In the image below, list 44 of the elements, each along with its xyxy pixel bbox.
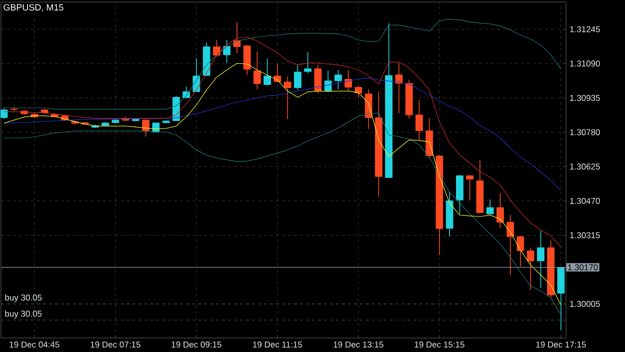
x-tick-label: 19 Dec 07:15 — [90, 342, 140, 348]
chart-title: GBPUSD, M15 — [4, 4, 64, 12]
candlestick — [243, 44, 251, 76]
y-tick-label: 1.30315 — [570, 232, 600, 238]
y-tick-label: 1.30470 — [570, 198, 600, 204]
x-tick-label: 19 Dec 15:15 — [414, 342, 464, 348]
candlestick — [466, 174, 474, 200]
candlestick — [253, 51, 261, 90]
y-tick-label: 1.30005 — [570, 300, 600, 307]
candlestick — [304, 52, 312, 74]
candlestick — [506, 214, 514, 276]
x-tick-label: 19 Dec 04:45 — [10, 342, 60, 348]
candlestick — [354, 86, 362, 98]
x-tick-label: 19 Dec 13:15 — [334, 342, 384, 348]
candlestick — [526, 247, 534, 290]
candlestick — [284, 76, 292, 120]
candlestick — [274, 64, 282, 83]
candlestick — [344, 70, 352, 91]
candlestick — [486, 198, 494, 216]
candlestick — [516, 235, 524, 268]
y-tick-label: 1.31245 — [570, 26, 600, 32]
candlestick — [496, 192, 504, 228]
candlestick — [537, 230, 544, 289]
x-tick-label: 19 Dec 17:15 — [536, 342, 586, 348]
y-tick-label: 1.30780 — [570, 129, 600, 136]
candlestick — [0, 107, 8, 120]
y-tick-label: 1.30935 — [570, 94, 600, 101]
candlestick — [294, 64, 302, 90]
candlestick — [334, 70, 342, 90]
candlestick — [223, 39, 230, 64]
x-tick-label: 19 Dec 11:15 — [253, 342, 302, 348]
ref-line-label: buy 30.05 — [5, 294, 42, 302]
ref-line-label: buy 30.05 — [5, 310, 42, 318]
candlestick — [233, 22, 241, 54]
candlestick — [415, 99, 423, 140]
x-tick-label: 19 Dec 09:15 — [172, 342, 222, 348]
y-tick-label: 1.30625 — [570, 164, 600, 170]
y-tick-label: 1.31090 — [570, 60, 600, 67]
candlestick — [395, 62, 403, 114]
candlestick — [314, 64, 322, 94]
candlestick — [264, 58, 271, 86]
candlestick — [212, 39, 220, 58]
ref-line-label: 1.30170 — [568, 264, 598, 270]
candlestick — [364, 88, 372, 130]
